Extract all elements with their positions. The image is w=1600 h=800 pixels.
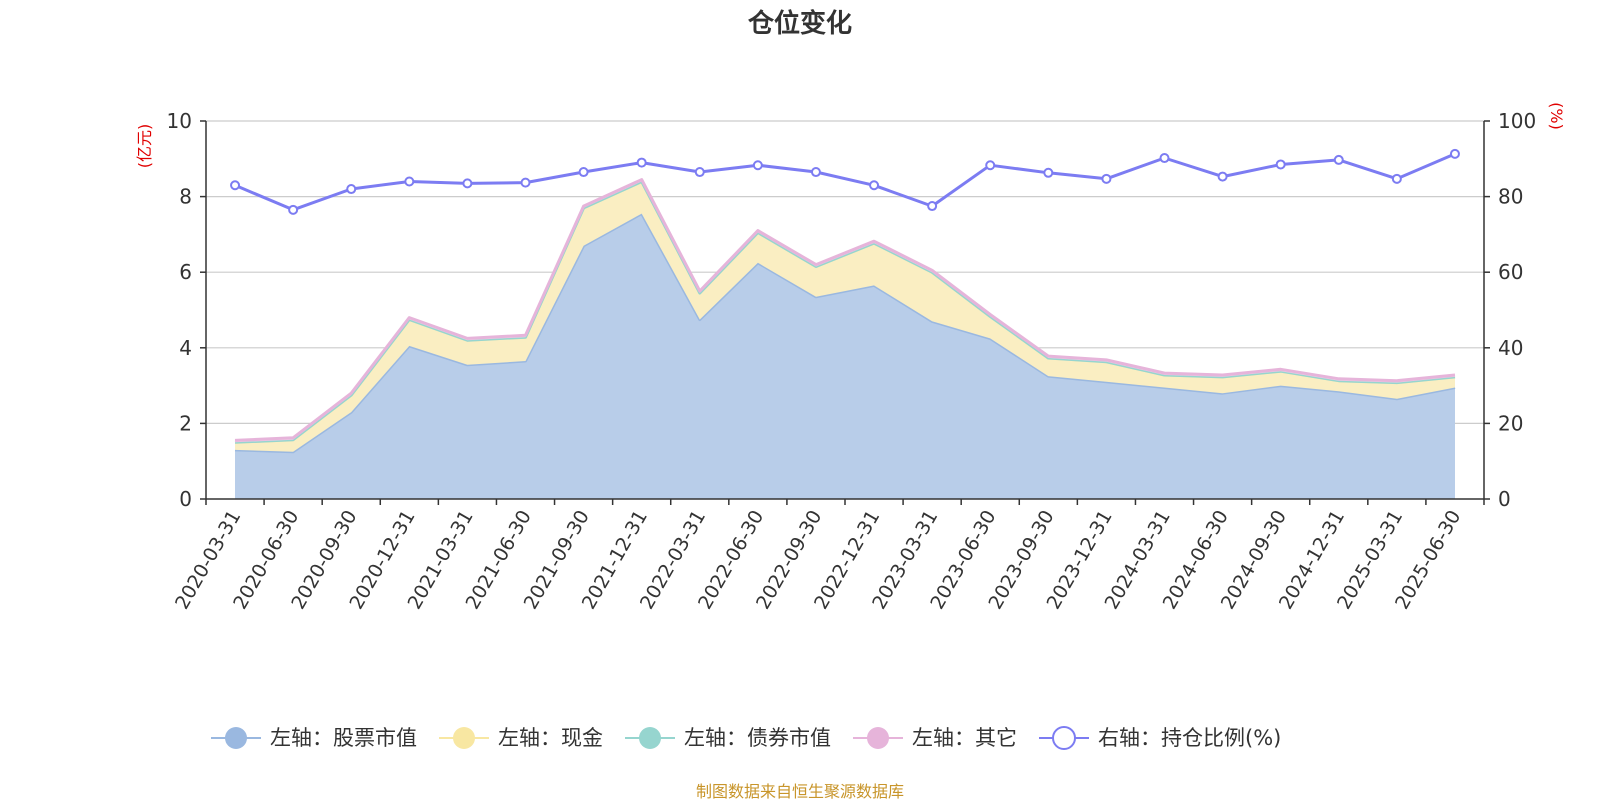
ratio-point-2024-09-30 (1275, 159, 1286, 170)
ratio-point-2020-06-30 (288, 204, 299, 215)
ratio-point-2025-06-30 (1449, 148, 1460, 159)
ratio-point-2023-06-30 (985, 160, 996, 171)
ratio-point-2023-12-31 (1101, 173, 1112, 184)
legend-label: 左轴：其它 (912, 726, 1017, 750)
source-note: 制图数据来自恒生聚源数据库 (696, 782, 904, 800)
ratio-point-2022-09-30 (810, 167, 821, 178)
left-axis-tick-label: 6 (179, 260, 192, 284)
right-axis-tick-label: 60 (1498, 260, 1523, 284)
ratio-point-2023-03-31 (927, 201, 938, 212)
legend-label: 左轴：债券市值 (684, 726, 831, 750)
stacked-areas (234, 178, 1456, 499)
ratio-point-2021-12-31 (636, 157, 647, 168)
ratio-line (234, 152, 1456, 212)
area-左轴：现金 (235, 181, 1455, 452)
right-axis-tick-label: 100 (1498, 109, 1536, 133)
ratio-point-2024-06-30 (1217, 171, 1228, 182)
ratio-point-2023-09-30 (1043, 167, 1054, 178)
ratio-point-2024-03-31 (1159, 153, 1170, 164)
right-axis-unit: (%) (1547, 102, 1566, 130)
ratio-point-2022-03-31 (694, 167, 705, 178)
right-axis-tick-label: 20 (1498, 411, 1523, 435)
ratio-point-2022-06-30 (752, 160, 763, 171)
left-axis-unit: (亿元) (135, 124, 154, 169)
area-左轴：股票市值 (235, 213, 1455, 499)
chart-title: 仓位变化 (747, 8, 852, 39)
right-axis-tick-label: 0 (1498, 487, 1511, 511)
ratio-point-2020-03-31 (230, 180, 241, 191)
left-axis-tick-label: 0 (179, 487, 192, 511)
ratio-point-2021-06-30 (520, 177, 531, 188)
ratio-point-2022-12-31 (869, 180, 880, 191)
left-axis-tick-label: 2 (179, 411, 192, 435)
legend-label: 左轴：现金 (498, 726, 603, 750)
left-axis-tick-label: 4 (179, 336, 192, 360)
right-axis-tick-label: 80 (1498, 185, 1523, 209)
legend-label: 右轴：持仓比例(%) (1098, 726, 1281, 750)
legend-marker (867, 727, 889, 749)
right-axis-tick-label: 40 (1498, 336, 1523, 360)
ratio-point-2020-09-30 (346, 184, 357, 195)
legend-marker (1052, 726, 1076, 750)
ratio-point-2020-12-31 (404, 176, 415, 187)
left-axis-tick-label: 10 (167, 109, 192, 133)
ratio-point-2025-03-31 (1391, 173, 1402, 184)
left-axis-tick-label: 8 (179, 185, 192, 209)
ratio-point-2021-03-31 (462, 178, 473, 189)
ratio-point-2024-12-31 (1333, 154, 1344, 165)
legend-label: 左轴：股票市值 (270, 726, 417, 750)
area-edge-左轴：其它 (234, 178, 1456, 442)
legend-marker (453, 727, 475, 749)
legend: 左轴：股票市值 左轴：现金 左轴：债券市值 左轴：其它 右轴：持仓比例(%) (211, 726, 1281, 750)
ratio-line-series (230, 148, 1460, 215)
legend-marker (639, 727, 661, 749)
ratio-point-2021-09-30 (578, 167, 589, 178)
legend-marker (225, 727, 247, 749)
